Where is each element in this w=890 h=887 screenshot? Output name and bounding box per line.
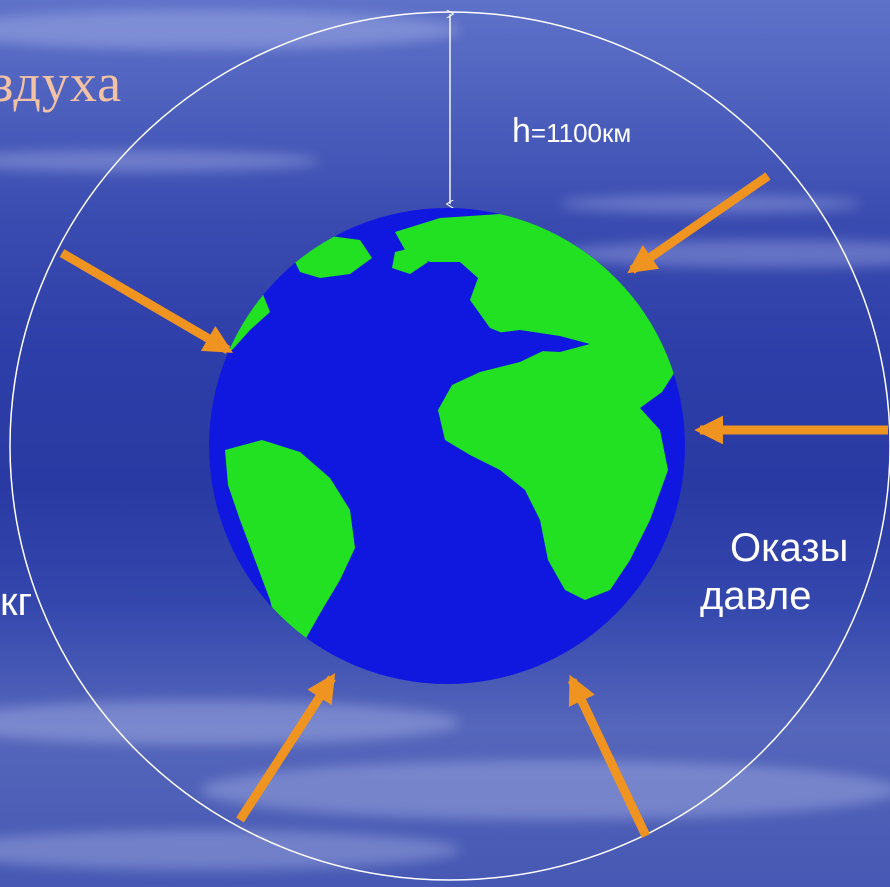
cloud-streak: [0, 700, 460, 745]
cloud-streak: [200, 760, 890, 820]
pressure-arrow-icon: [59, 249, 233, 354]
pressure-arrow-icon: [236, 673, 336, 823]
right-caption-line-2: давле: [700, 574, 812, 618]
height-value: =1100км: [530, 118, 632, 148]
slide-title-fragment: здуха: [0, 53, 123, 113]
cloud-streak: [560, 195, 860, 213]
pressure-arrows: [59, 172, 888, 838]
pressure-arrow-icon: [567, 674, 651, 838]
atmosphere-height-label: h=1100км: [512, 112, 631, 151]
pressure-arrow-icon: [627, 172, 771, 274]
cloud-streak: [560, 240, 890, 268]
height-letter: h: [512, 112, 531, 150]
left-caption-fragment: кг: [0, 580, 33, 624]
cloud-streak: [0, 150, 320, 172]
right-caption-line-1: Оказы: [730, 526, 849, 570]
earth-globe-icon: [209, 208, 685, 684]
cloud-streak: [0, 830, 460, 870]
